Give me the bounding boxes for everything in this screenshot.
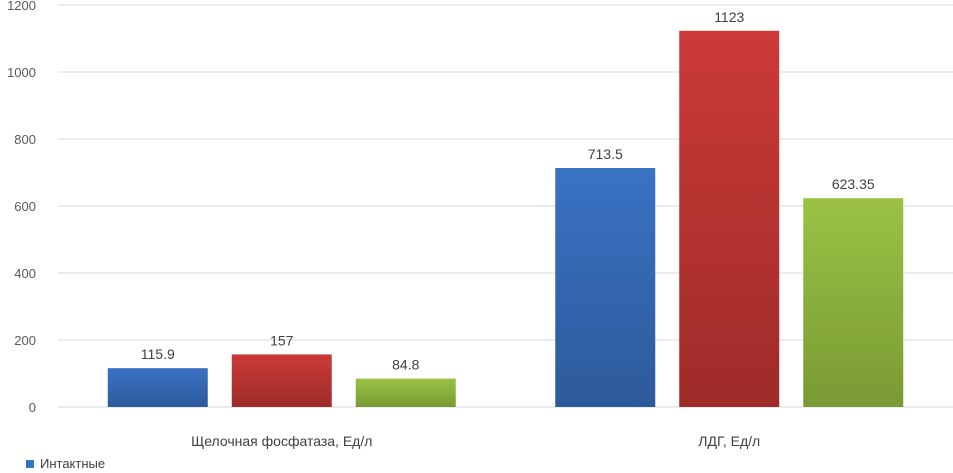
bar [555,167,656,407]
category-label: ЛДГ, Ед/л [698,433,760,449]
data-label: 157 [270,332,294,348]
data-label: 713.5 [588,146,623,162]
data-label: 623.35 [832,176,875,192]
bar [107,368,208,407]
data-label: 115.9 [141,346,175,362]
y-tick-label: 800 [14,132,36,147]
data-label: 84.8 [392,357,419,373]
legend-label-intact: Интактные [40,456,106,471]
legend: Интактные [26,456,105,471]
bar [803,198,904,407]
y-axis-ticks: 0 200 400 600 800 1000 1200 [7,0,36,415]
bar [355,378,456,407]
data-label: 1123 [714,9,744,25]
y-tick-label: 600 [14,199,36,214]
category-label: Щелочная фосфатаза, Ед/л [191,433,372,449]
legend-swatch-intact [26,459,34,468]
y-tick-label: 400 [14,266,36,281]
y-tick-label: 0 [29,400,36,415]
bars [107,30,904,407]
y-tick-label: 1000 [7,65,36,80]
gridlines [58,4,953,408]
y-tick-label: 1200 [7,0,36,13]
category-labels: Щелочная фосфатаза, Ед/л ЛДГ, Ед/л [191,433,760,449]
data-labels: 115.9 157 84.8 713.5 1123 623.35 [141,9,875,373]
bar [231,354,332,407]
bar [679,30,780,407]
y-tick-label: 200 [14,333,36,348]
